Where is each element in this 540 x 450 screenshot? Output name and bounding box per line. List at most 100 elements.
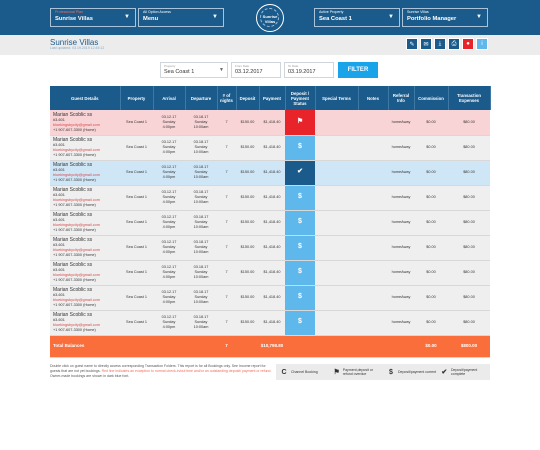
column-header[interactable]: Arrival bbox=[153, 86, 186, 110]
guest-email[interactable]: bluekingsbycity@gmail.com bbox=[53, 273, 100, 278]
guest-name[interactable]: Marian Scoblic ss bbox=[53, 162, 93, 169]
from-date-field[interactable]: From Date 03.12.2017 bbox=[231, 62, 281, 78]
column-header[interactable]: # of nights bbox=[217, 86, 237, 110]
guest-details-cell[interactable]: Marian Scoblic ss #3-601 bluekingsbycity@g… bbox=[50, 310, 120, 336]
role-selector[interactable]: Sunrise Villas Portfolio Manager ▼ bbox=[402, 8, 488, 27]
info-icon[interactable]: i bbox=[476, 38, 488, 50]
departure-cell: 03.18.17 Sunday 10:00am bbox=[185, 310, 217, 336]
guest-details-cell[interactable]: Marian Scoblic ss #3-601 bluekingsbycity@g… bbox=[50, 260, 120, 286]
guest-email[interactable]: bluekingsbycity@gmail.com bbox=[53, 248, 100, 253]
print-icon[interactable]: ⎙ bbox=[448, 38, 460, 50]
guest-name[interactable]: Marian Scoblic ss bbox=[53, 237, 93, 244]
booking-id: #3-601 bbox=[53, 243, 65, 248]
column-header[interactable]: Guest Details bbox=[50, 86, 121, 110]
record-icon[interactable]: ● bbox=[462, 38, 474, 50]
dollar-icon[interactable]: $ bbox=[298, 218, 302, 226]
dollar-icon[interactable]: $ bbox=[298, 318, 302, 326]
expenses-cell: $80.00 bbox=[448, 160, 490, 186]
arrival-time: 4:00pm bbox=[162, 149, 176, 154]
status-cell[interactable]: $ bbox=[285, 285, 315, 311]
total-payment: $10,798.80 bbox=[259, 335, 285, 358]
table-row[interactable]: Marian Scoblic ss #3-601 bluekingsbycity@g… bbox=[50, 160, 490, 186]
guest-name[interactable]: Marian Scoblic ss bbox=[53, 312, 93, 319]
booking-id: #3-601 bbox=[53, 268, 65, 273]
column-header[interactable]: Referral Info bbox=[388, 86, 415, 110]
table-row[interactable]: Marian Scoblic ss #3-601 bluekingsbycity@g… bbox=[50, 235, 490, 261]
guest-name[interactable]: Marian Scoblic ss bbox=[53, 212, 93, 219]
guest-details-cell[interactable]: Marian Scoblic ss #3-601 bluekingsbycity@g… bbox=[50, 210, 120, 236]
guest-details-cell[interactable]: Marian Scoblic ss #3-601 bluekingsbycity@g… bbox=[50, 135, 120, 161]
guest-email[interactable]: bluekingsbycity@gmail.com bbox=[53, 198, 100, 203]
guest-details-cell[interactable]: Marian Scoblic ss #3-601 bluekingsbycity@g… bbox=[50, 110, 120, 136]
table-row[interactable]: Marian Scoblic ss #3-601 bluekingsbycity@g… bbox=[50, 260, 490, 286]
guest-email[interactable]: bluekingsbycity@gmail.com bbox=[53, 298, 100, 303]
status-cell[interactable]: ✔ bbox=[285, 160, 315, 186]
status-cell[interactable]: $ bbox=[285, 260, 315, 286]
guest-email[interactable]: bluekingsbycity@gmail.com bbox=[53, 223, 100, 228]
notes-cell bbox=[358, 310, 388, 336]
column-header[interactable]: Departure bbox=[185, 86, 218, 110]
to-date-value: 03.19.2017 bbox=[288, 69, 316, 75]
expenses-cell: $80.00 bbox=[448, 285, 490, 311]
guest-details-cell[interactable]: Marian Scoblic ss #3-601 bluekingsbycity@g… bbox=[50, 285, 120, 311]
table-row[interactable]: Marian Scoblic ss #3-601 bluekingsbycity@g… bbox=[50, 110, 490, 136]
payment-cell: $1,418.40 bbox=[259, 185, 285, 211]
filter-button[interactable]: FILTER bbox=[338, 62, 378, 78]
active-property-selector[interactable]: Active Property Sea Coast 1 ▼ bbox=[314, 8, 400, 27]
nights-cell: 7 bbox=[217, 160, 236, 186]
column-header[interactable]: Payment bbox=[259, 86, 286, 110]
guest-details-cell[interactable]: Marian Scoblic ss #3-601 bluekingsbycity@g… bbox=[50, 235, 120, 261]
column-header[interactable]: Notes bbox=[358, 86, 389, 110]
download-icon[interactable]: ⤓ bbox=[434, 38, 446, 50]
to-date-field[interactable]: To Date 03.19.2017 bbox=[284, 62, 334, 78]
deposit-cell: $150.00 bbox=[236, 110, 259, 136]
guest-name[interactable]: Marian Scoblic ss bbox=[53, 112, 93, 119]
mail-icon[interactable]: ✉ bbox=[420, 38, 432, 50]
table-row[interactable]: Marian Scoblic ss #3-601 bluekingsbycity@g… bbox=[50, 135, 490, 161]
dollar-icon[interactable]: $ bbox=[298, 293, 302, 301]
status-cell[interactable]: $ bbox=[285, 185, 315, 211]
departure-date: 03.18.17 bbox=[193, 190, 209, 195]
column-header[interactable]: Property bbox=[120, 86, 154, 110]
guest-email[interactable]: bluekingsbycity@gmail.com bbox=[53, 323, 100, 328]
status-cell[interactable]: $ bbox=[285, 135, 315, 161]
guest-name[interactable]: Marian Scoblic ss bbox=[53, 262, 93, 269]
guest-email[interactable]: bluekingsbycity@gmail.com bbox=[53, 148, 100, 153]
dollar-icon[interactable]: $ bbox=[298, 193, 302, 201]
plan-selector[interactable]: Professional Plan Sunrise Villas ▼ bbox=[50, 8, 136, 27]
commission-cell: $0.00 bbox=[414, 310, 448, 336]
arrival-cell: 03.12.17 Sunday 4:00pm bbox=[153, 210, 185, 236]
guest-name[interactable]: Marian Scoblic ss bbox=[53, 137, 93, 144]
menu-selector[interactable]: All Option Access Menu ▼ bbox=[138, 8, 224, 27]
column-header[interactable]: Deposit / Payment Status bbox=[285, 86, 316, 110]
property-filter[interactable]: Property Sea Coast 1 ▼ bbox=[160, 62, 228, 78]
legend-label: Deposit/payment complete bbox=[451, 367, 478, 376]
dollar-icon[interactable]: $ bbox=[298, 268, 302, 276]
column-header[interactable]: Commission bbox=[414, 86, 449, 110]
guest-details-cell[interactable]: Marian Scoblic ss #3-601 bluekingsbycity@g… bbox=[50, 185, 120, 211]
column-header[interactable]: Special Terms bbox=[315, 86, 359, 110]
status-cell[interactable]: $ bbox=[285, 310, 315, 336]
guest-name[interactable]: Marian Scoblic ss bbox=[53, 187, 93, 194]
table-row[interactable]: Marian Scoblic ss #3-601 bluekingsbycity@g… bbox=[50, 185, 490, 211]
table-row[interactable]: Marian Scoblic ss #3-601 bluekingsbycity@g… bbox=[50, 310, 490, 336]
guest-email[interactable]: bluekingsbycity@gmail.com bbox=[53, 173, 100, 178]
status-cell[interactable]: $ bbox=[285, 235, 315, 261]
table-row[interactable]: Marian Scoblic ss #3-601 bluekingsbycity@g… bbox=[50, 285, 490, 311]
flag-icon[interactable]: ⚑ bbox=[296, 117, 304, 125]
guest-email[interactable]: bluekingsbycity@gmail.com bbox=[53, 122, 100, 127]
guest-name[interactable]: Marian Scoblic ss bbox=[53, 287, 93, 294]
check-icon[interactable]: ✔ bbox=[297, 168, 303, 176]
guest-details-cell[interactable]: Marian Scoblic ss #3-601 bluekingsbycity@g… bbox=[50, 160, 120, 186]
column-header[interactable]: Transaction Expenses bbox=[448, 86, 491, 110]
pencil-icon[interactable]: ✎ bbox=[406, 38, 418, 50]
dollar-icon[interactable]: $ bbox=[298, 243, 302, 251]
brand-logo[interactable]: Sunrise Villas bbox=[256, 4, 284, 32]
column-header[interactable]: Deposit bbox=[236, 86, 260, 110]
menu-value: Menu bbox=[143, 16, 159, 22]
dollar-icon[interactable]: $ bbox=[298, 143, 302, 151]
table-row[interactable]: Marian Scoblic ss #3-601 bluekingsbycity@g… bbox=[50, 210, 490, 236]
status-cell[interactable]: ⚑ bbox=[285, 110, 315, 136]
payment-cell: $1,418.40 bbox=[259, 235, 285, 261]
status-cell[interactable]: $ bbox=[285, 210, 315, 236]
